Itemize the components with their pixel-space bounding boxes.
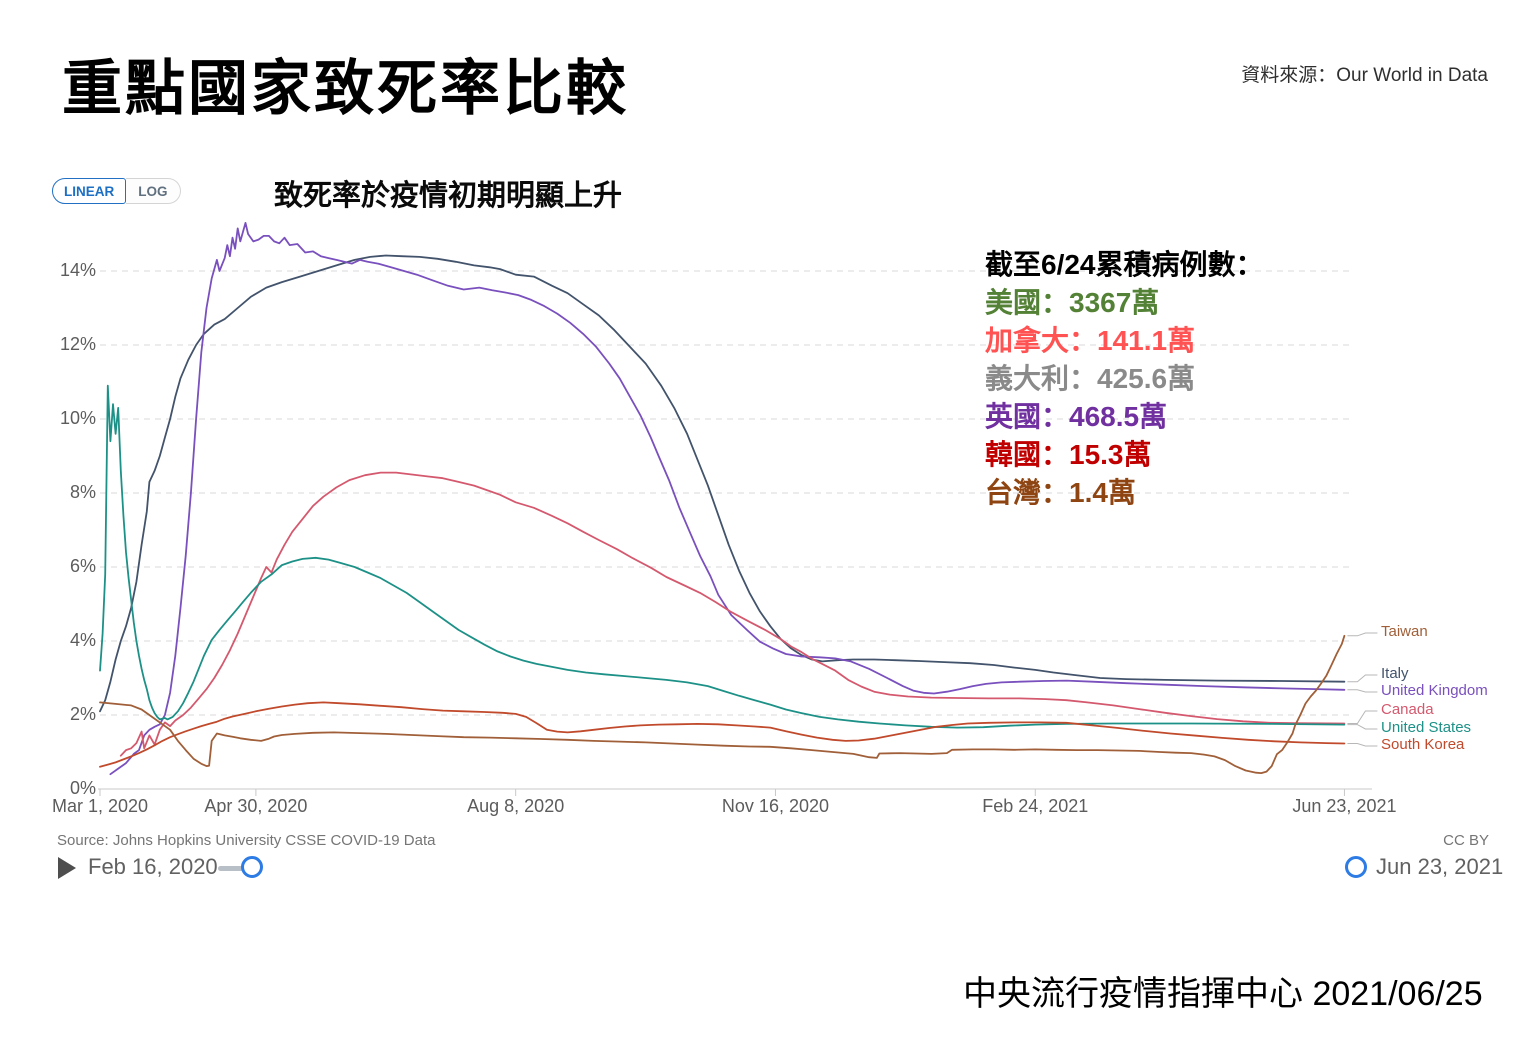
x-axis-label: Apr 30, 2020 xyxy=(204,796,308,816)
annotation-item-4: 韓國：15.3萬 xyxy=(985,439,1152,470)
y-axis-label-8pct: 8% xyxy=(69,482,96,502)
y-axis-label-4pct: 4% xyxy=(69,630,96,650)
x-axis-label: Jun 23, 2021 xyxy=(1292,796,1397,816)
legend-label-taiwan[interactable]: Taiwan xyxy=(1381,623,1428,640)
annotation-heading: 截至6/24累積病例數： xyxy=(985,249,1264,280)
cumulative-cases-annotation: 截至6/24累積病例數： 美國：3367萬加拿大：141.1萬 義大利：425.6… xyxy=(985,246,1264,512)
series-line-taiwan[interactable] xyxy=(99,634,1346,774)
page-title: 重點國家致死率比較 xyxy=(62,55,629,122)
x-axis-label: Feb 24, 2021 xyxy=(982,796,1089,816)
annotation-item-3: 英國：468.5萬 xyxy=(985,401,1168,432)
linear-scale-button[interactable]: LINEAR xyxy=(52,178,127,204)
chart-annotation-heading: 致死率於疫情初期明顯上升 xyxy=(274,180,623,212)
legend-label-canada[interactable]: Canada xyxy=(1381,701,1434,718)
legend-label-south-korea[interactable]: South Korea xyxy=(1381,736,1465,753)
y-axis-label-10pct: 10% xyxy=(59,408,96,428)
y-axis-label-2pct: 2% xyxy=(69,704,96,724)
legend-connector-south-korea xyxy=(1347,743,1378,747)
x-axis-label: Nov 16, 2020 xyxy=(721,796,829,816)
y-axis-label-0pct: 0% xyxy=(69,778,96,798)
x-axis-label: Mar 1, 2020 xyxy=(51,796,149,816)
y-axis-label-14pct: 14% xyxy=(59,260,96,280)
timeline-end-label: Jun 23, 2021 xyxy=(1376,854,1504,879)
series-line-canada[interactable] xyxy=(119,471,1346,757)
series-line-south-korea[interactable] xyxy=(99,701,1346,768)
timeline-track-leading[interactable] xyxy=(218,866,252,871)
agency-credit: 中央流行疫情指揮中心 2021/06/25 xyxy=(963,975,1483,1013)
y-axis-label-6pct: 6% xyxy=(69,556,96,576)
series-line-italy[interactable] xyxy=(99,254,1346,713)
annotation-item-2: 義大利：425.6萬 xyxy=(985,363,1196,394)
timeline-start-label: Feb 16, 2020 xyxy=(88,854,218,879)
annotation-item-0: 美國：3367萬 xyxy=(985,287,1160,318)
log-scale-button[interactable]: LOG xyxy=(126,178,181,204)
annotation-items: 美國：3367萬加拿大：141.1萬 義大利：425.6萬 英國：468.5萬 韓國：… xyxy=(985,284,1264,512)
legend-label-united-kingdom[interactable]: United Kingdom xyxy=(1381,682,1488,699)
series-line-united-kingdom[interactable] xyxy=(109,221,1346,776)
legend-connector-canada xyxy=(1347,710,1378,724)
timeline-handle-start[interactable] xyxy=(241,856,263,878)
annotation-item-1: 加拿大：141.1萬 xyxy=(985,325,1196,356)
data-source-note: 資料來源：Our World in Data xyxy=(1241,65,1488,86)
legend-connector-italy xyxy=(1347,674,1378,683)
x-axis-label: Aug 8, 2020 xyxy=(467,796,565,816)
series-line-united-states[interactable] xyxy=(99,384,1346,729)
timeline-track[interactable] xyxy=(252,865,1356,872)
legend-label-united-states[interactable]: United States xyxy=(1381,719,1472,736)
play-icon[interactable] xyxy=(58,857,76,879)
legend-label-italy[interactable]: Italy xyxy=(1381,665,1409,682)
y-axis-label-12pct: 12% xyxy=(59,334,96,354)
scale-toggle: LINEAR LOG xyxy=(52,178,181,204)
annotation-item-5: 台灣：1.4萬 xyxy=(985,477,1136,508)
license-badge: CC BY xyxy=(1443,832,1489,849)
legend-connector-united-kingdom xyxy=(1347,689,1378,693)
timeline-handle-end[interactable] xyxy=(1345,856,1367,878)
chart-source-note: Source: Johns Hopkins University CSSE CO… xyxy=(57,832,436,849)
legend-connector-united-states xyxy=(1347,724,1378,730)
legend-connector-taiwan xyxy=(1347,632,1378,637)
